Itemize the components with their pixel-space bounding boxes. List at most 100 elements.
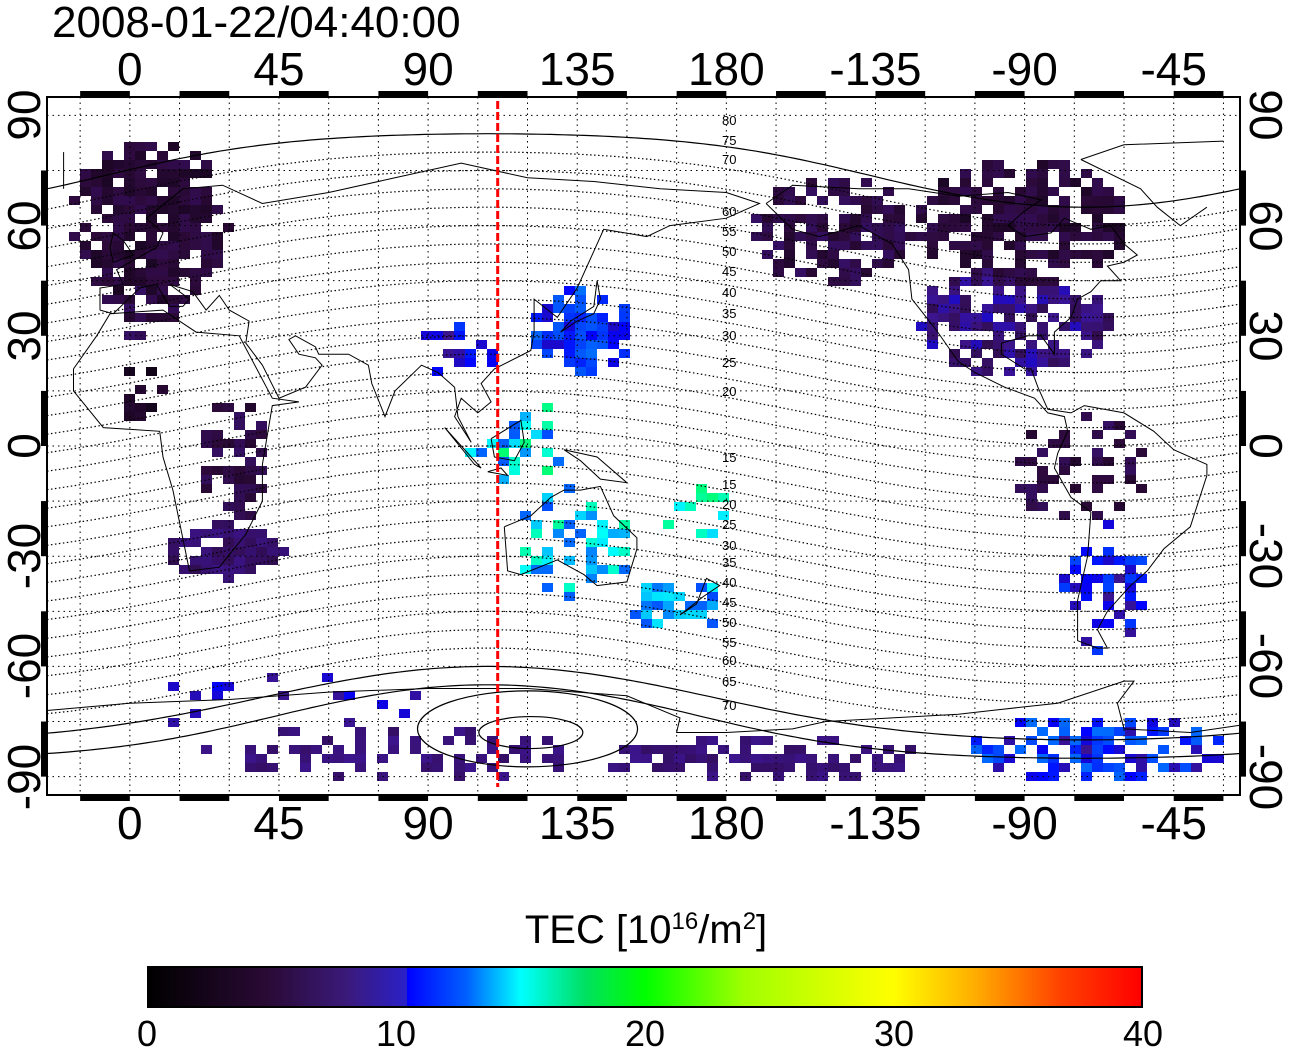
tec-cell (124, 250, 135, 259)
tec-cell (1048, 223, 1059, 232)
tec-cell (542, 466, 553, 475)
tec-cell (168, 547, 179, 556)
tec-cell (443, 349, 454, 358)
tec-cell (993, 268, 1004, 277)
contour-line (46, 261, 1241, 337)
frame-bar (1173, 795, 1224, 801)
tec-cell (960, 241, 971, 250)
tec-cell (1114, 205, 1125, 214)
tec-cell (938, 313, 949, 322)
tec-cell (1026, 205, 1037, 214)
tec-cell (1081, 322, 1092, 331)
tec-cell (1070, 178, 1081, 187)
tec-cell (1015, 286, 1026, 295)
tec-cell (1125, 475, 1136, 484)
tec-cell (762, 763, 773, 772)
tec-cell (267, 547, 278, 556)
tec-cell (410, 736, 421, 745)
tec-cell (234, 565, 245, 574)
tec-cell (135, 313, 146, 322)
frame-bar (179, 91, 230, 97)
tec-cell (1213, 754, 1224, 763)
lon-tick-bottom: 135 (538, 797, 616, 849)
tec-cell (1048, 475, 1059, 484)
tec-cell (1037, 277, 1048, 286)
tec-cell (1004, 322, 1015, 331)
tec-cell (1070, 232, 1081, 241)
tec-cell (1114, 763, 1125, 772)
tec-cell (630, 610, 641, 619)
tec-cell (1114, 439, 1125, 448)
frame-bar (676, 91, 727, 97)
tec-cell (685, 502, 696, 511)
tec-cell (1125, 556, 1136, 565)
tec-cell (509, 439, 520, 448)
tec-cell (113, 277, 124, 286)
tec-cell (1015, 259, 1026, 268)
tec-cell (113, 223, 124, 232)
tec-cell (344, 718, 355, 727)
colorbar-tick-label: 0 (136, 1013, 158, 1054)
contour-label: 35 (722, 555, 736, 570)
tec-cell (1092, 205, 1103, 214)
tec-cell (960, 277, 971, 286)
tec-cell (245, 529, 256, 538)
tec-cell (1092, 196, 1103, 205)
tec-cell (1037, 322, 1048, 331)
tec-cell (333, 745, 344, 754)
tec-cell (146, 259, 157, 268)
tec-cell (1037, 205, 1048, 214)
tec-cell (1059, 232, 1070, 241)
frame-bar (577, 91, 627, 97)
tec-cell (388, 745, 399, 754)
tec-cell (465, 736, 476, 745)
tec-cell (1092, 448, 1103, 457)
tec-cell (1037, 466, 1048, 475)
tec-cell (993, 754, 1004, 763)
tec-cell (707, 493, 718, 502)
tec-cell (971, 277, 982, 286)
tec-cell (509, 421, 520, 430)
tec-cell (1037, 448, 1048, 457)
tec-cell (894, 241, 905, 250)
tec-cell (190, 205, 201, 214)
tec-cell (1169, 763, 1180, 772)
tec-cell (553, 520, 564, 529)
tec-cell (894, 214, 905, 223)
tec-cell (564, 286, 575, 295)
tec-cell (861, 214, 872, 223)
tec-cell (1092, 430, 1103, 439)
tec-cell (146, 286, 157, 295)
tec-cell (1059, 196, 1070, 205)
tec-cell (883, 250, 894, 259)
tec-cell (663, 583, 674, 592)
tec-cell (1059, 286, 1070, 295)
tec-cell (993, 295, 1004, 304)
tec-cell (1103, 574, 1114, 583)
tec-cell (806, 223, 817, 232)
tec-cell (751, 214, 762, 223)
tec-cell (663, 520, 674, 529)
tec-cell (982, 304, 993, 313)
tec-cell (1213, 736, 1224, 745)
tec-cell (663, 610, 674, 619)
tec-cell (168, 142, 179, 151)
tec-cell (1004, 169, 1015, 178)
lat-tick-left: 30 (0, 310, 50, 362)
tec-cell (201, 205, 212, 214)
tec-cell (135, 142, 146, 151)
tec-cell (1070, 565, 1081, 574)
tec-cell (256, 484, 267, 493)
tec-cell (1048, 736, 1059, 745)
tec-cell (1103, 205, 1114, 214)
tec-cell (751, 232, 762, 241)
tec-cell (135, 268, 146, 277)
contour-label: 40 (722, 575, 736, 590)
tec-cell (168, 556, 179, 565)
frame-bar (41, 390, 47, 446)
tec-cell (1026, 178, 1037, 187)
tec-cell (1015, 349, 1026, 358)
tec-cell (212, 250, 223, 259)
tec-cell (1026, 736, 1037, 745)
tec-cell (553, 340, 564, 349)
